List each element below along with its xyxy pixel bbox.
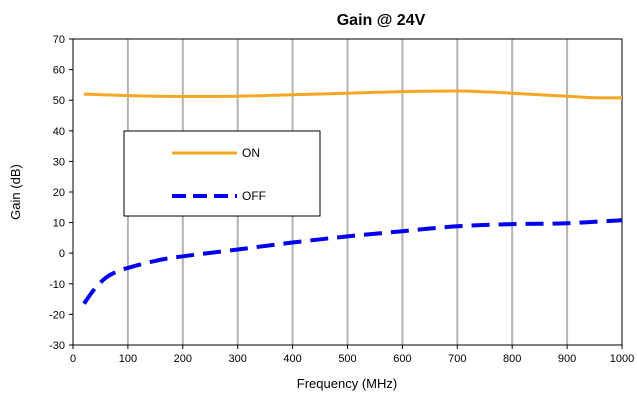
legend-label-off: OFF [242,189,266,203]
series-line-on [83,89,623,100]
y-tick-label: 70 [53,34,65,46]
series-line-off [82,218,623,305]
x-tick-label: 400 [283,353,301,365]
x-tick-label: 700 [448,353,466,365]
legend-label-on: ON [242,146,260,160]
legend: ON OFF [123,130,321,217]
y-tick-label: 40 [53,126,65,138]
x-tick-label: 600 [393,353,411,365]
y-tick-label: 10 [53,218,65,230]
x-tick-label: 500 [338,353,356,365]
y-axis-ticks: -30 -20 -10 0 10 20 30 40 50 60 70 [49,34,73,352]
y-axis-label: Gain (dB) [8,164,23,220]
y-tick-label: -10 [49,279,65,291]
y-tick-label: 20 [53,187,65,199]
x-axis-label: Frequency (MHz) [297,376,397,391]
x-tick-label: 1000 [610,353,634,365]
x-tick-label: 900 [558,353,576,365]
x-tick-label: 0 [70,353,76,365]
series-layer [82,89,623,305]
y-tick-label: 50 [53,95,65,107]
y-tick-label: -30 [49,340,65,352]
x-tick-label: 200 [174,353,192,365]
y-tick-label: -20 [49,309,65,321]
y-tick-label: 30 [53,156,65,168]
chart-title: Gain @ 24V [337,12,426,29]
x-tick-label: 800 [503,353,521,365]
y-tick-label: 60 [53,65,65,77]
legend-box [123,130,321,217]
y-tick-label: 0 [59,248,65,260]
x-tick-label: 300 [229,353,247,365]
x-axis-ticks: 0 100 200 300 400 500 600 700 800 900 1000 [70,345,634,365]
x-tick-label: 100 [119,353,137,365]
